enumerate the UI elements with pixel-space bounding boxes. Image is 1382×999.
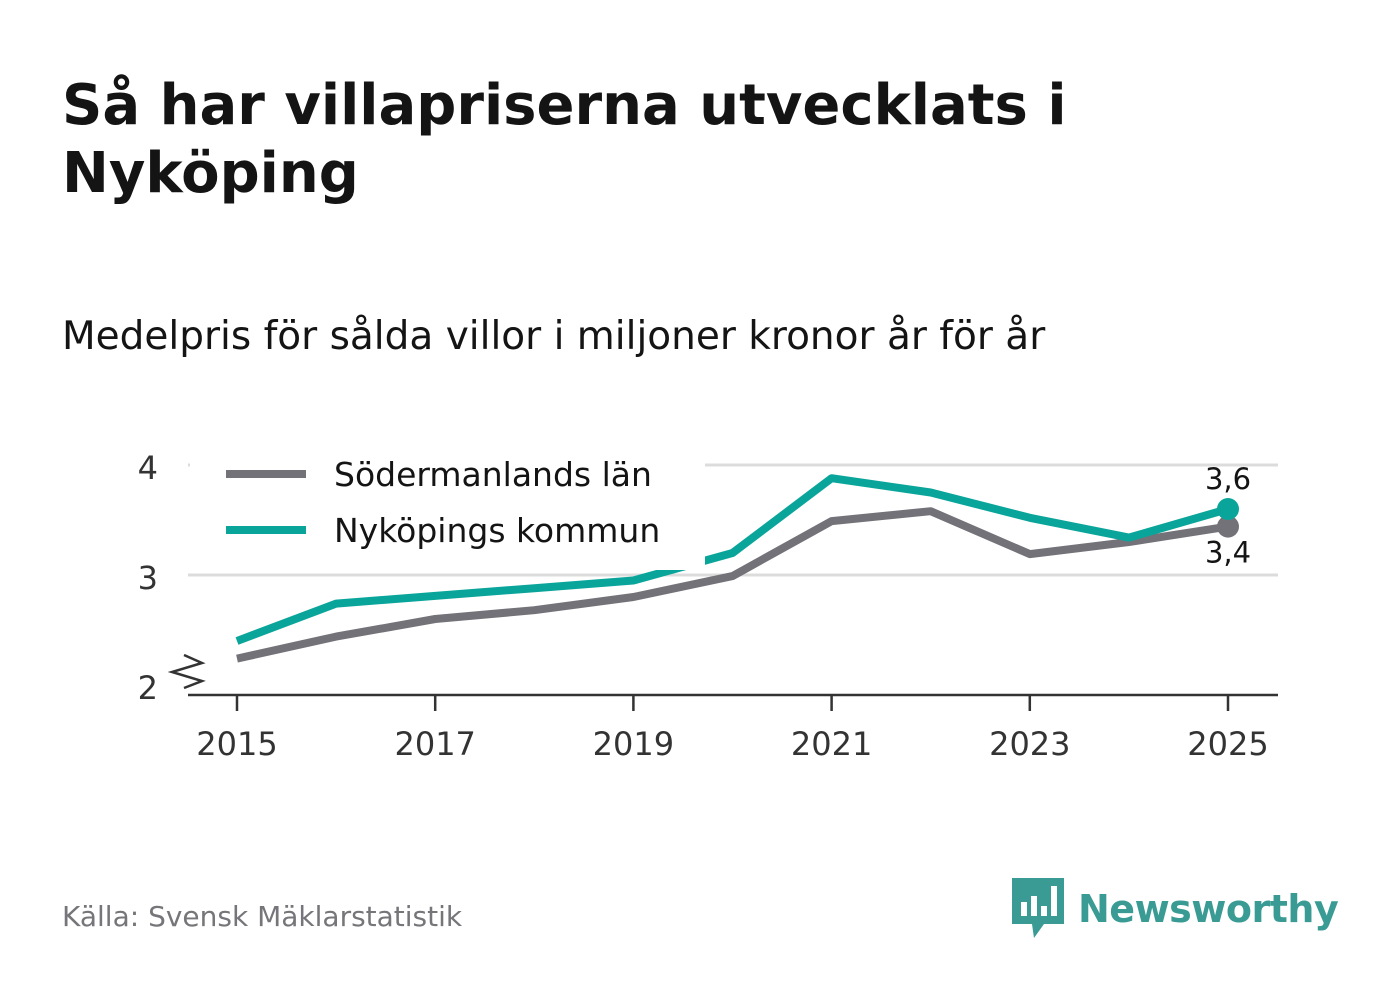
y-tick-label: 3 [138, 559, 158, 597]
axes: 2 3 4 2015 2017 2019 2021 2023 2025 [138, 449, 1278, 763]
legend-background [190, 440, 705, 570]
chart-subtitle: Medelpris för sålda villor i miljoner kr… [62, 314, 1046, 359]
legend-label-1: Nyköpings kommun [334, 511, 660, 550]
x-tick-label: 2023 [989, 725, 1070, 763]
x-tick-label: 2021 [791, 725, 872, 763]
legend-label-0: Södermanlands län [334, 455, 652, 494]
x-tick-label: 2017 [394, 725, 475, 763]
brand-name: Newsworthy [1078, 887, 1339, 931]
series-line-0 [236, 507, 1229, 663]
x-tick-label: 2019 [593, 725, 674, 763]
end-point-0 [1217, 515, 1239, 538]
source-note: Källa: Svensk Mäklarstatistik [62, 900, 463, 933]
x-tick-label: 2015 [196, 725, 277, 763]
series-lines [235, 474, 1239, 663]
end-value-label-1: 3,6 [1205, 462, 1251, 496]
end-labels: 3,4 3,6 [1205, 462, 1251, 570]
x-tick-label: 2025 [1187, 725, 1268, 763]
series-line-1 [235, 474, 1230, 645]
end-point-1 [1217, 498, 1239, 520]
chart-title: Så har villapriserna utvecklats i Nyköpi… [62, 73, 1067, 206]
newsworthy-logo-icon [1012, 878, 1064, 938]
y-tick-label: 4 [138, 449, 158, 487]
line-chart: Södermanlands län Nyköpings kommun 2 3 4 201… [137, 440, 1278, 763]
y-tick-label: 2 [138, 669, 158, 707]
axis-break-icon [167, 653, 206, 690]
end-value-label-0: 3,4 [1205, 536, 1251, 570]
brand: Newsworthy [1012, 878, 1339, 940]
legend: Södermanlands län Nyköpings kommun [190, 440, 705, 570]
